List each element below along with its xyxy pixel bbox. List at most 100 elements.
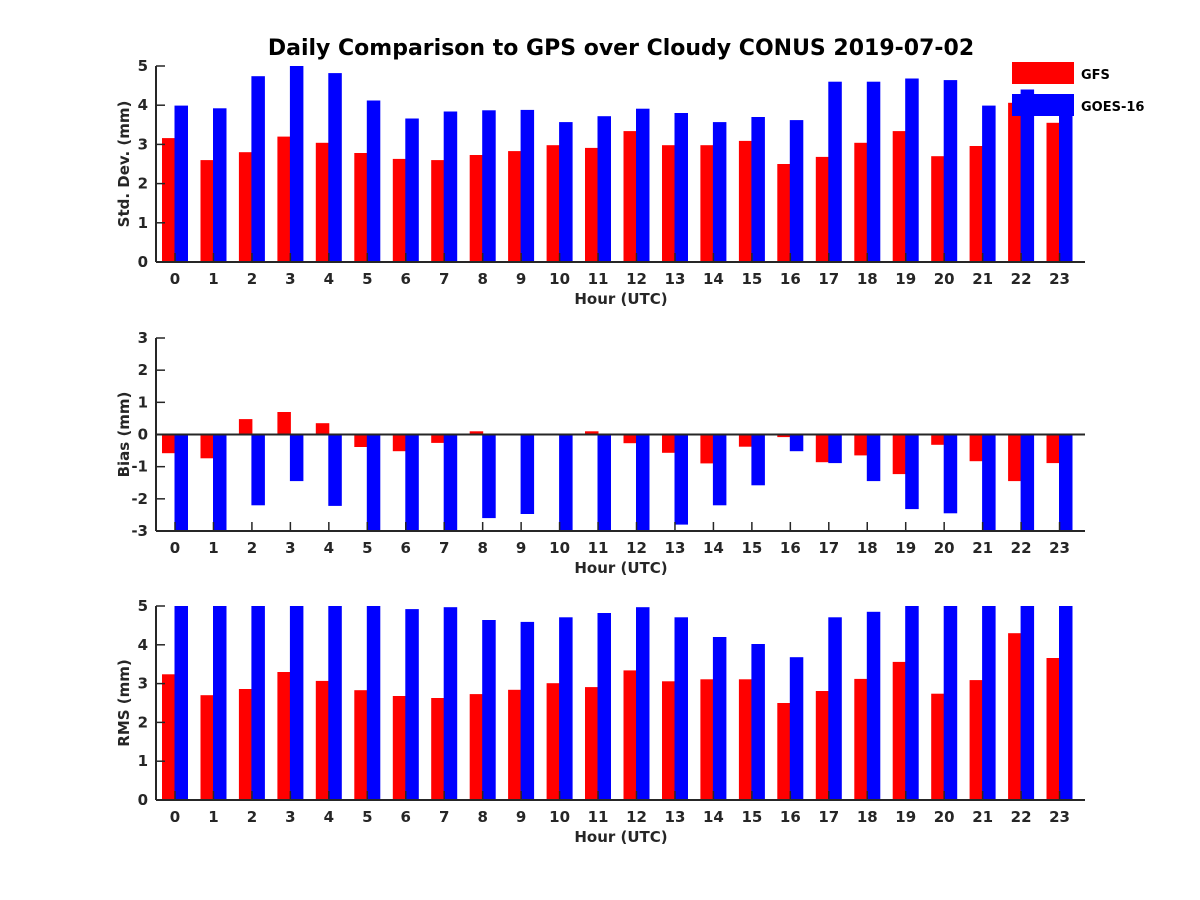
bar-bias-gfs-6 xyxy=(392,434,407,452)
bar-bias-goes16-19 xyxy=(905,434,919,510)
bar-bias-gfs-7 xyxy=(431,434,445,443)
x-tick-label: 3 xyxy=(285,270,295,288)
bar-rms-goes16-18 xyxy=(866,611,881,800)
x-tick-label: 15 xyxy=(741,539,762,557)
bar-bias-gfs-18 xyxy=(854,434,868,456)
bar-std-dev-goes16-0 xyxy=(174,105,188,262)
x-tick-label: 18 xyxy=(857,808,878,826)
bar-std-dev-goes16-3 xyxy=(289,66,304,262)
legend-label-gfs: GFS xyxy=(1081,68,1110,83)
bar-bias-goes16-5 xyxy=(366,434,381,531)
y-axis-label: Std. Dev. (mm) xyxy=(115,101,133,228)
bar-rms-gfs-10 xyxy=(546,683,561,800)
x-axis-label: Hour (UTC) xyxy=(574,290,667,308)
bar-rms-goes16-22 xyxy=(1020,606,1035,800)
bar-rms-goes16-6 xyxy=(405,609,419,800)
bar-std-dev-goes16-7 xyxy=(443,111,458,262)
bar-bias-goes16-20 xyxy=(943,434,958,514)
bar-std-dev-gfs-7 xyxy=(431,160,445,262)
bar-std-dev-goes16-19 xyxy=(905,78,919,262)
bar-bias-gfs-4 xyxy=(315,423,330,435)
x-tick-label: 7 xyxy=(439,808,449,826)
x-tick-label: 20 xyxy=(934,270,955,288)
x-tick-label: 5 xyxy=(362,270,372,288)
bar-bias-gfs-20 xyxy=(931,434,945,445)
x-tick-label: 9 xyxy=(516,539,526,557)
bar-rms-gfs-3 xyxy=(277,672,291,800)
x-tick-label: 4 xyxy=(324,539,334,557)
bar-std-dev-goes16-15 xyxy=(751,117,765,262)
bar-std-dev-goes16-16 xyxy=(789,120,804,262)
bar-bias-gfs-13 xyxy=(662,434,676,453)
bar-bias-gfs-22 xyxy=(1008,434,1022,482)
bar-rms-goes16-7 xyxy=(443,607,458,800)
bar-rms-goes16-10 xyxy=(559,617,573,800)
bar-bias-gfs-16 xyxy=(777,434,791,438)
x-tick-label: 5 xyxy=(362,539,372,557)
x-tick-label: 14 xyxy=(703,539,724,557)
bar-bias-gfs-8 xyxy=(469,431,484,435)
bar-bias-goes16-13 xyxy=(674,434,688,525)
bar-bias-gfs-17 xyxy=(815,434,830,463)
bar-bias-goes16-21 xyxy=(982,434,996,531)
y-tick-label: -2 xyxy=(131,490,148,508)
bar-rms-gfs-4 xyxy=(315,680,330,800)
x-tick-label: 2 xyxy=(247,270,257,288)
bar-rms-goes16-9 xyxy=(520,621,535,800)
y-tick-label: 0 xyxy=(138,253,148,271)
bar-std-dev-goes16-5 xyxy=(366,100,381,262)
x-tick-label: 6 xyxy=(401,270,411,288)
x-tick-label: 19 xyxy=(895,270,916,288)
bar-rms-goes16-16 xyxy=(789,657,804,800)
x-tick-label: 17 xyxy=(818,539,839,557)
x-tick-label: 12 xyxy=(626,270,647,288)
y-axis-label: RMS (mm) xyxy=(115,659,133,746)
bar-bias-gfs-3 xyxy=(277,412,291,435)
x-tick-label: 21 xyxy=(972,808,993,826)
bar-std-dev-gfs-9 xyxy=(508,151,522,262)
bar-rms-goes16-2 xyxy=(251,606,265,800)
x-tick-label: 6 xyxy=(401,539,411,557)
x-tick-label: 5 xyxy=(362,808,372,826)
legend: GFS GOES-16 xyxy=(1012,62,1144,116)
x-tick-label: 17 xyxy=(818,808,839,826)
bar-std-dev-goes16-22 xyxy=(1020,89,1035,262)
x-tick-label: 15 xyxy=(741,270,762,288)
x-tick-label: 13 xyxy=(665,270,686,288)
x-tick-label: 13 xyxy=(665,539,686,557)
x-tick-label: 11 xyxy=(588,539,609,557)
bar-std-dev-goes16-23 xyxy=(1059,113,1073,262)
bar-std-dev-gfs-3 xyxy=(277,136,291,262)
bar-std-dev-goes16-2 xyxy=(251,76,265,262)
x-tick-label: 9 xyxy=(516,270,526,288)
x-tick-label: 6 xyxy=(401,808,411,826)
bar-rms-gfs-12 xyxy=(623,670,637,800)
x-tick-label: 23 xyxy=(1049,270,1070,288)
x-tick-label: 4 xyxy=(324,270,334,288)
bar-bias-gfs-19 xyxy=(892,434,907,475)
x-tick-label: 18 xyxy=(857,539,878,557)
bar-rms-goes16-17 xyxy=(828,617,842,800)
bar-rms-gfs-20 xyxy=(931,693,945,800)
bar-bias-goes16-6 xyxy=(405,434,419,531)
y-tick-label: 1 xyxy=(138,752,148,770)
x-tick-label: 7 xyxy=(439,539,449,557)
bar-std-dev-gfs-1 xyxy=(200,160,214,262)
x-tick-label: 2 xyxy=(247,808,257,826)
bar-bias-gfs-12 xyxy=(623,434,637,444)
x-tick-label: 21 xyxy=(972,270,993,288)
bar-rms-goes16-13 xyxy=(674,617,688,800)
x-tick-label: 12 xyxy=(626,539,647,557)
bar-std-dev-gfs-11 xyxy=(585,147,599,262)
bar-bias-goes16-8 xyxy=(482,434,496,519)
x-tick-label: 10 xyxy=(549,539,570,557)
y-tick-label: 3 xyxy=(138,135,148,153)
bar-rms-gfs-5 xyxy=(354,690,368,800)
bar-std-dev-gfs-0 xyxy=(162,138,176,262)
bar-std-dev-gfs-8 xyxy=(469,155,484,262)
y-tick-label: 0 xyxy=(138,791,148,809)
bar-std-dev-gfs-5 xyxy=(354,153,368,262)
bar-std-dev-goes16-4 xyxy=(328,73,342,262)
